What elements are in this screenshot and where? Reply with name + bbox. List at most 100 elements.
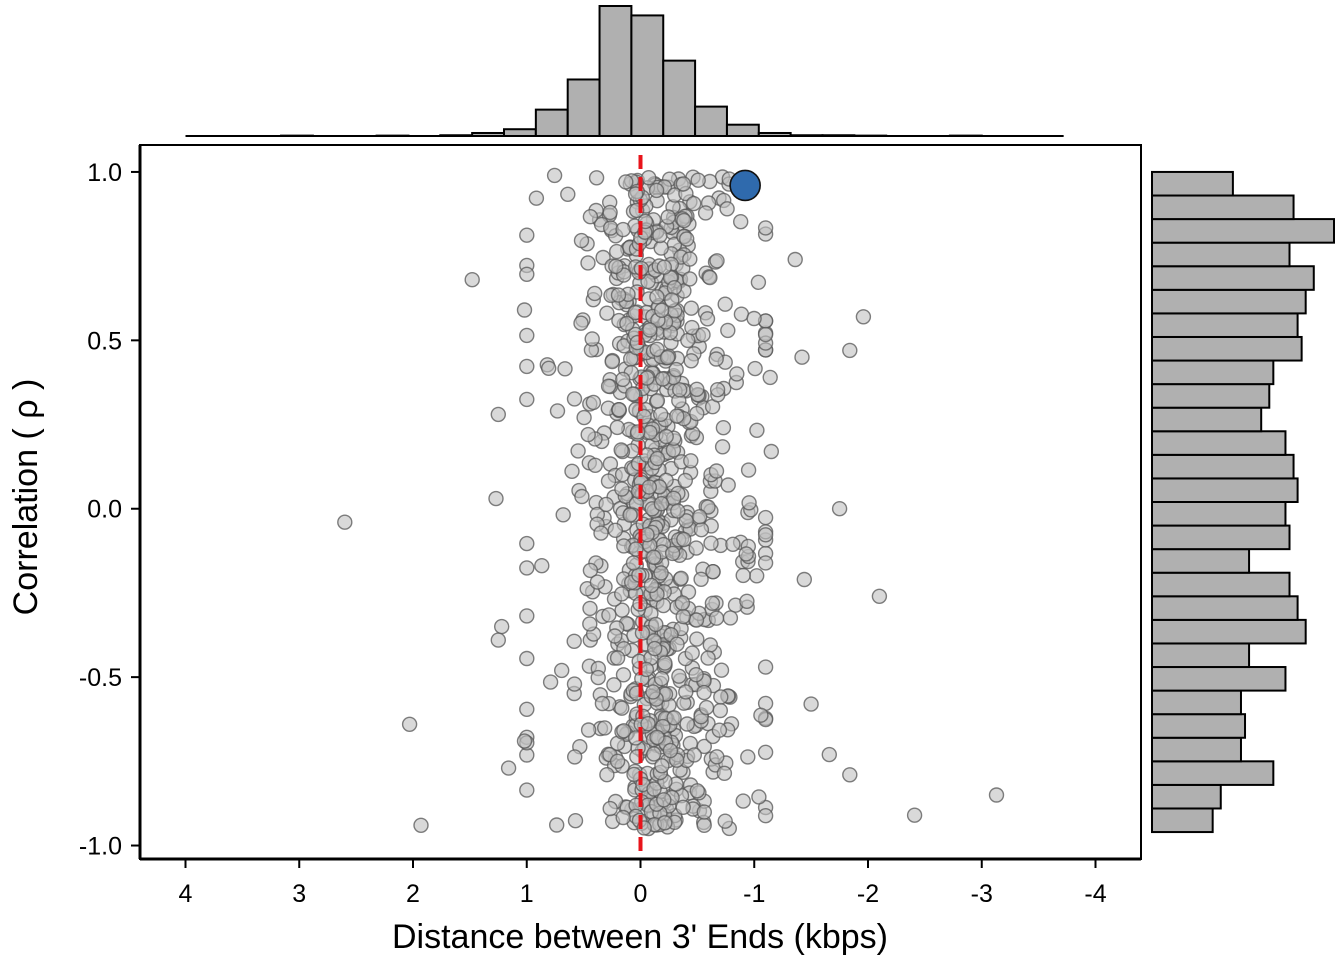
right-hist-bar <box>1152 313 1298 337</box>
scatter-point <box>759 809 773 823</box>
scatter-point <box>489 492 503 506</box>
scatter-point <box>650 183 664 197</box>
scatter-point <box>795 350 809 364</box>
x-tick-label: -3 <box>971 880 993 908</box>
scatter-point <box>804 697 818 711</box>
scatter-point <box>718 297 732 311</box>
scatter-point <box>611 651 625 665</box>
scatter-point <box>569 814 583 828</box>
x-tick-label: 1 <box>520 880 534 908</box>
scatter-point <box>612 288 626 302</box>
top-hist-bar <box>504 129 536 136</box>
right-hist-bar <box>1152 431 1285 455</box>
right-hist-bar <box>1152 714 1245 738</box>
scatter-point <box>676 800 690 814</box>
scatter-point <box>614 443 628 457</box>
right-hist-bar <box>1152 196 1294 220</box>
scatter-point <box>714 690 728 704</box>
scatter-point <box>654 241 668 255</box>
top-hist-bar <box>600 6 632 136</box>
scatter-point <box>759 528 773 542</box>
scatter-point <box>650 452 664 466</box>
scatter-point <box>730 367 744 381</box>
scatter-point <box>555 663 569 677</box>
scatter-point <box>833 502 847 516</box>
scatter-point <box>697 686 711 700</box>
scatter-point <box>568 677 582 691</box>
scatter-point <box>657 793 671 807</box>
x-tick-label: 4 <box>179 880 193 908</box>
scatter-point <box>690 632 704 646</box>
scatter-point <box>605 355 619 369</box>
right-hist-bar <box>1152 526 1290 550</box>
scatter-point <box>742 496 756 510</box>
scatter-point <box>759 511 773 525</box>
scatter-point <box>643 323 657 337</box>
scatter-point <box>715 663 729 677</box>
scatter-point <box>520 783 534 797</box>
scatter-point <box>518 734 532 748</box>
scatter-point <box>908 808 922 822</box>
scatter-point <box>675 596 689 610</box>
scatter-point <box>717 766 731 780</box>
scatter-point <box>585 332 599 346</box>
y-axis: 1.00.50.0-0.5-1.0 <box>79 145 140 861</box>
scatter-point <box>609 259 623 273</box>
scatter-point <box>797 573 811 587</box>
scatter-point <box>603 205 617 219</box>
scatter-point <box>518 303 532 317</box>
scatter-point <box>520 652 534 666</box>
y-axis-label: Correlation ( ρ ) <box>7 379 45 616</box>
scatter-point <box>558 362 572 376</box>
scatter-point <box>565 464 579 478</box>
scatter-point <box>752 790 766 804</box>
scatter-point <box>649 617 663 631</box>
scatter-point <box>520 359 534 373</box>
scatter-point <box>550 818 564 832</box>
top-hist-bar <box>536 110 568 136</box>
scatter-point <box>603 802 617 816</box>
scatter-point <box>602 474 616 488</box>
scatter-point <box>581 256 595 270</box>
scatter-point <box>689 668 703 682</box>
right-hist-bar <box>1152 243 1290 267</box>
right-hist-bar <box>1152 266 1314 290</box>
scatter-point <box>703 638 717 652</box>
scatter-point <box>520 702 534 716</box>
scatter-point <box>646 685 660 699</box>
scatter-point <box>568 750 582 764</box>
scatter-point <box>701 651 715 665</box>
right-hist-bar <box>1152 172 1233 196</box>
scatter-point <box>657 260 671 274</box>
scatter-point <box>741 750 755 764</box>
scatter-point <box>703 271 717 285</box>
scatter-point <box>520 537 534 551</box>
scatter-point <box>710 254 724 268</box>
scatter-point <box>650 394 664 408</box>
scatter-point <box>654 566 668 580</box>
scatter-point <box>764 445 778 459</box>
y-tick-label: -1.0 <box>79 833 122 861</box>
scatter-point <box>723 611 737 625</box>
scatter-point <box>403 717 417 731</box>
scatter-point <box>676 610 690 624</box>
scatter-point <box>856 310 870 324</box>
scatter-point <box>658 816 672 830</box>
plot-area <box>140 145 1141 859</box>
scatter-point <box>631 425 645 439</box>
scatter-point <box>641 717 655 731</box>
scatter-point <box>697 818 711 832</box>
scatter-point <box>586 395 600 409</box>
scatter-point <box>520 328 534 342</box>
scatter-point <box>699 206 713 220</box>
scatter-point <box>551 404 565 418</box>
scatter-point <box>720 202 734 216</box>
y-tick-label: 0.0 <box>87 496 122 524</box>
right-hist-bar <box>1152 808 1213 832</box>
scatter-point <box>709 352 723 366</box>
scatter-point <box>656 372 670 386</box>
scatter-point <box>590 575 604 589</box>
scatter-point <box>491 407 505 421</box>
scatter-point <box>661 210 675 224</box>
